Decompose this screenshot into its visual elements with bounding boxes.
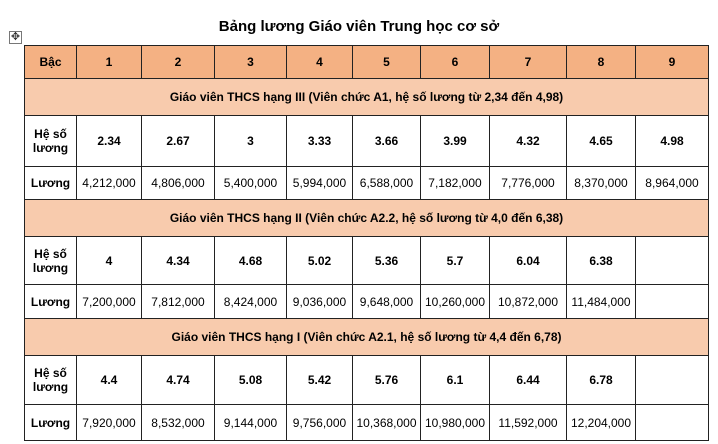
sec-row: Giáo viên THCS hạng I (Viên chức A2.1, h… [24,318,709,356]
salary-label: Lương [24,284,77,319]
salary-cell [635,404,709,441]
header-cell: 9 [635,45,709,79]
coef-cell: 6.78 [566,355,636,405]
coef-label: Hệ số lương [24,236,77,285]
sec-row: Giáo viên THCS hạng II (Viên chức A2.2, … [24,199,709,237]
coef-label: Hệ số lương [24,355,77,405]
coef-cell: 6.38 [566,236,636,285]
coef-cell: 6.44 [489,355,567,405]
salary-cell: 8,532,000 [141,404,215,441]
salary-cell: 9,648,000 [352,284,421,319]
header-cell: 7 [489,45,567,79]
coef-row: Hệ số lương 4.4 4.74 5.08 5.42 5.76 6.1 6.44 6.7… [24,355,709,405]
sal-row: Lương 7,920,000 8,532,000 9,144,000 9,756,00… [24,404,709,441]
coef-cell: 3 [214,115,287,167]
coef-cell: 5.08 [214,355,287,405]
salary-cell: 7,182,000 [420,166,490,200]
move-handle[interactable]: ✥ [9,31,22,44]
salary-cell: 5,400,000 [214,166,287,200]
header-cell: 8 [566,45,636,79]
salary-cell: 4,212,000 [76,166,142,200]
coef-cell: 2.34 [76,115,142,167]
sal-row: Lương 7,200,000 7,812,000 8,424,000 9,036,00… [24,284,709,319]
salary-table: Bậc 1 2 3 4 5 6 7 8 9 Giáo viên THCS hạng III (Viê… [24,45,709,441]
coef-cell: 5.42 [286,355,353,405]
coef-row: Hệ số lương 2.34 2.67 3 3.33 3.66 3.99 4.32 4.65… [24,115,709,167]
salary-cell: 4,806,000 [141,166,215,200]
salary-cell: 10,980,000 [420,404,490,441]
salary-cell: 10,872,000 [489,284,567,319]
coef-cell: 5.02 [286,236,353,285]
salary-cell [635,284,709,319]
sec-row: Giáo viên THCS hạng III (Viên chức A1, h… [24,78,709,116]
group-heading: Giáo viên THCS hạng II (Viên chức A2.2, … [24,199,709,237]
coef-cell: 3.33 [286,115,353,167]
salary-cell: 7,200,000 [76,284,142,319]
coef-cell: 6.1 [420,355,490,405]
coef-row: Hệ số lương 4 4.34 4.68 5.02 5.36 5.7 6.04 6.38 [24,236,709,285]
salary-cell: 11,592,000 [489,404,567,441]
coef-cell: 4 [76,236,142,285]
title: Bảng lương Giáo viên Trung học cơ sở [218,18,500,35]
salary-cell: 7,920,000 [76,404,142,441]
salary-label: Lương [24,166,77,200]
header-cell: 3 [214,45,287,79]
coef-label: Hệ số lương [24,115,77,167]
head-row: Bậc 1 2 3 4 5 6 7 8 9 [24,45,709,79]
salary-cell: 9,144,000 [214,404,287,441]
salary-cell: 7,776,000 [489,166,567,200]
salary-cell: 8,370,000 [566,166,636,200]
coef-cell: 4.34 [141,236,215,285]
header-label: Bậc [24,45,77,79]
salary-label: Lương [24,404,77,441]
coef-cell: 5.36 [352,236,421,285]
salary-cell: 5,994,000 [286,166,353,200]
coef-cell: 4.68 [214,236,287,285]
salary-cell: 12,204,000 [566,404,636,441]
coef-cell: 6.04 [489,236,567,285]
salary-cell: 10,368,000 [352,404,421,441]
coef-cell: 3.66 [352,115,421,167]
group-heading: Giáo viên THCS hạng I (Viên chức A2.1, h… [24,318,709,356]
header-cell: 1 [76,45,142,79]
salary-cell: 10,260,000 [420,284,490,319]
salary-cell: 7,812,000 [141,284,215,319]
coef-cell: 4.65 [566,115,636,167]
salary-cell: 9,756,000 [286,404,353,441]
coef-cell [635,236,709,285]
coef-cell [635,355,709,405]
sal-row: Lương 4,212,000 4,806,000 5,400,000 5,994,00… [24,166,709,200]
coef-cell: 5.76 [352,355,421,405]
coef-cell: 4.32 [489,115,567,167]
salary-cell: 8,964,000 [635,166,709,200]
coef-cell: 3.99 [420,115,490,167]
group-heading: Giáo viên THCS hạng III (Viên chức A1, h… [24,78,709,116]
header-cell: 2 [141,45,215,79]
header-cell: 6 [420,45,490,79]
coef-cell: 5.7 [420,236,490,285]
salary-cell: 6,588,000 [352,166,421,200]
salary-cell: 11,484,000 [566,284,636,319]
coef-cell: 4.4 [76,355,142,405]
salary-cell: 8,424,000 [214,284,287,319]
coef-cell: 4.74 [141,355,215,405]
header-cell: 4 [286,45,353,79]
header-cell: 5 [352,45,421,79]
coef-cell: 4.98 [635,115,709,167]
salary-cell: 9,036,000 [286,284,353,319]
coef-cell: 2.67 [141,115,215,167]
